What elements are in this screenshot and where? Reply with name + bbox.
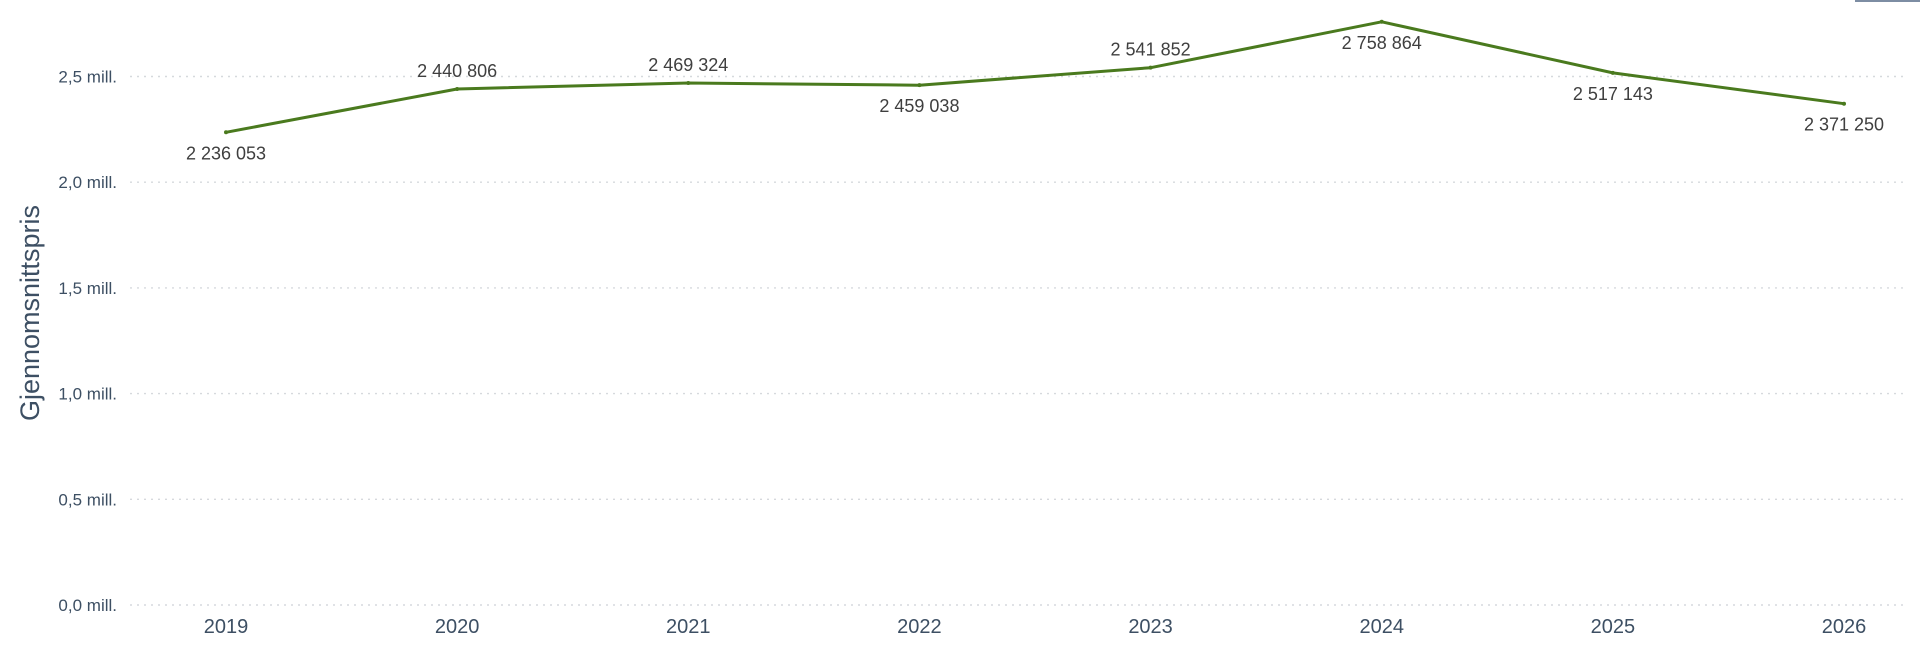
series [224,19,1846,135]
data-label: 2 758 864 [1342,33,1422,53]
x-tick-label: 2021 [666,616,711,638]
data-labels: 2 236 053 2 440 806 2 469 324 2 459 038 2 54… [186,33,1884,164]
y-tick-label: 0,0 mill. [58,596,117,615]
x-tick-label: 2024 [1359,616,1404,638]
data-point [1610,70,1615,75]
data-point [1379,19,1384,24]
data-point [686,80,691,85]
y-tick-label: 1,0 mill. [58,385,117,404]
y-tick-label: 0,5 mill. [58,490,117,509]
y-axis: 0,0 mill. 0,5 mill. 1,0 mill. 1,5 mill. 2,0 … [58,68,117,616]
data-point [455,87,460,92]
data-point [1148,65,1153,70]
x-tick-label: 2023 [1128,616,1173,638]
data-label: 2 517 143 [1573,84,1653,104]
data-point [224,130,228,135]
corner-tab [1855,0,1920,2]
y-tick-label: 2,5 mill. [58,68,117,87]
data-point [1842,101,1846,106]
x-tick-label: 2022 [897,616,942,638]
data-label: 2 236 053 [186,143,266,163]
grid [130,75,1905,606]
data-label: 2 469 324 [648,55,728,75]
x-tick-label: 2019 [204,616,249,638]
y-axis-label: Gjennomsnittspris [15,205,45,421]
data-point [917,83,922,88]
y-tick-label: 2,0 mill. [58,173,117,192]
y-tick-label: 1,5 mill. [58,279,117,298]
series-line [224,20,1846,134]
data-label: 2 541 852 [1111,40,1191,60]
data-label: 2 440 806 [417,61,497,81]
data-label: 2 371 250 [1804,115,1884,135]
x-tick-label: 2025 [1591,616,1636,638]
x-axis: 2019 2020 2021 2022 2023 2024 2025 2026 [204,616,1867,638]
x-tick-label: 2026 [1822,616,1867,638]
x-tick-label: 2020 [435,616,480,638]
data-label: 2 459 038 [879,96,959,116]
